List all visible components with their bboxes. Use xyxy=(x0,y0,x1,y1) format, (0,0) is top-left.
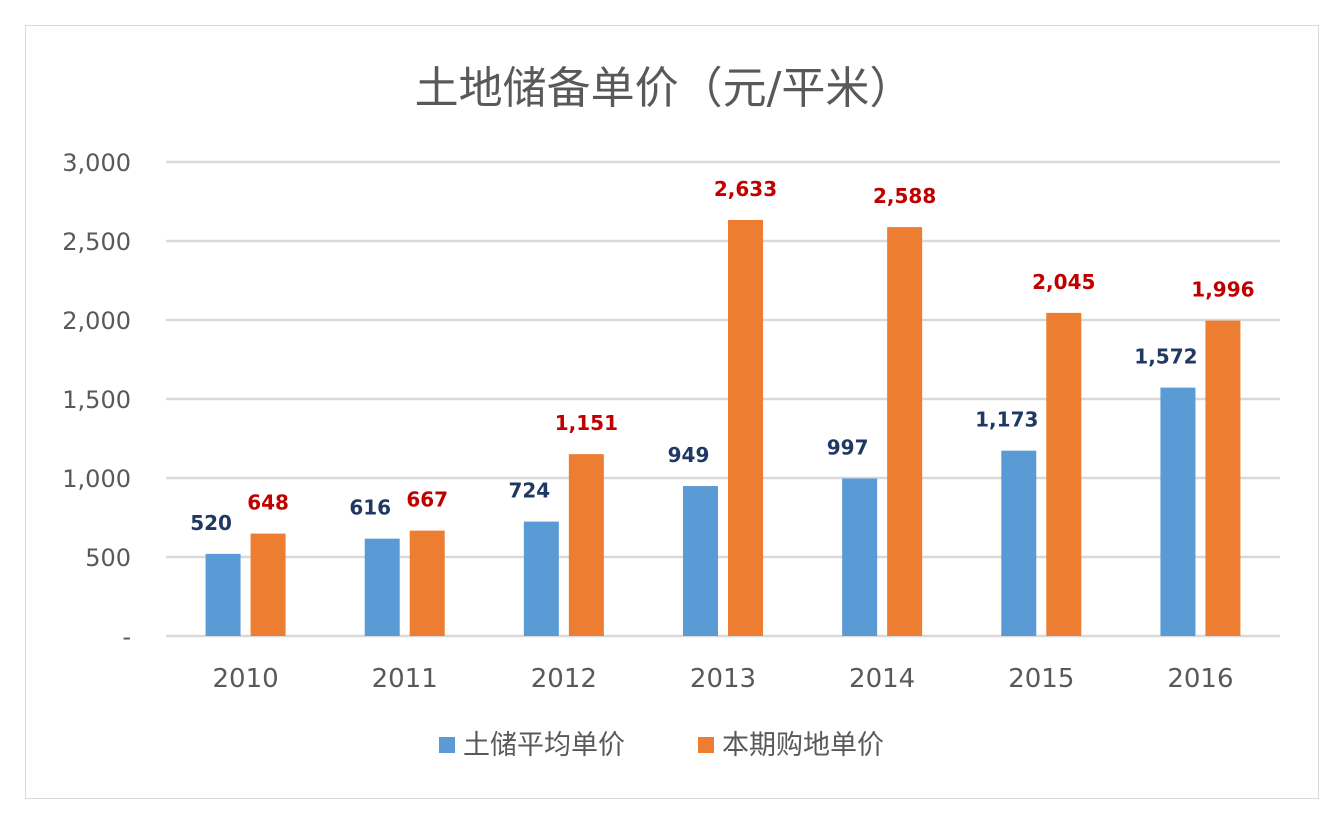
chart: 土地储备单价（元/平米） - 500 1,000 1,500 2,000 2,500 3,0… xyxy=(62,63,1280,761)
bar-series-1-2012 xyxy=(523,521,559,636)
bar-series-2-2016 xyxy=(1205,320,1241,636)
legend-swatch-series-2 xyxy=(698,737,714,753)
y-tick-label: 3,000 xyxy=(62,149,131,177)
bar-series-1-2010 xyxy=(205,553,241,636)
data-label: 520 xyxy=(190,511,232,535)
data-label: 616 xyxy=(349,496,391,520)
legend-label-series-2: 本期购地单价 xyxy=(722,730,884,761)
y-tick-label: 1,500 xyxy=(62,386,131,414)
x-tick-label: 2011 xyxy=(372,664,438,694)
bar-series-1-2016 xyxy=(1160,387,1196,636)
x-tick-label: 2010 xyxy=(212,664,278,694)
gridlines xyxy=(166,160,1280,638)
data-label: 2,045 xyxy=(1032,270,1095,294)
data-label: 949 xyxy=(668,443,710,467)
data-label: 1,173 xyxy=(975,408,1038,432)
y-tick-label: 2,000 xyxy=(62,307,131,335)
bar-series-2-2014 xyxy=(887,227,923,636)
legend: 土储平均单价 本期购地单价 xyxy=(439,730,884,761)
legend-swatch-series-1 xyxy=(439,737,455,753)
bar-series-2-2015 xyxy=(1046,312,1082,636)
y-tick-label: 500 xyxy=(85,544,131,572)
bar-series-2-2011 xyxy=(409,530,445,636)
bar-series-1-2015 xyxy=(1001,450,1037,636)
data-label: 2,588 xyxy=(873,184,936,208)
x-axis-tick-labels: 2010 2011 2012 2013 2014 2015 2016 xyxy=(212,664,1233,694)
data-label: 1,572 xyxy=(1134,345,1197,369)
data-labels: 520 648 616 667 724 1,151 949 2,633 997 2,588 1,17… xyxy=(190,177,1254,535)
data-label: 724 xyxy=(508,479,550,503)
y-tick-label: 1,000 xyxy=(62,465,131,493)
y-axis-tick-labels: - 500 1,000 1,500 2,000 2,500 3,000 xyxy=(62,149,131,651)
chart-title: 土地储备单价（元/平米） xyxy=(415,63,914,114)
bar-series-1-2011 xyxy=(364,538,400,636)
data-label: 667 xyxy=(406,488,448,512)
bar-series-1-2014 xyxy=(842,478,878,636)
data-label: 1,996 xyxy=(1191,278,1254,302)
chart-frame: 土地储备单价（元/平米） - 500 1,000 1,500 2,000 2,500 3,0… xyxy=(25,25,1319,799)
legend-label-series-1: 土储平均单价 xyxy=(463,730,625,761)
bars xyxy=(205,219,1241,636)
y-tick-label: - xyxy=(122,623,131,651)
x-tick-label: 2016 xyxy=(1167,664,1233,694)
x-tick-label: 2013 xyxy=(690,664,756,694)
x-tick-label: 2015 xyxy=(1008,664,1074,694)
x-tick-label: 2012 xyxy=(531,664,597,694)
data-label: 997 xyxy=(827,435,869,459)
y-tick-label: 2,500 xyxy=(62,228,131,256)
bar-series-2-2010 xyxy=(250,533,286,636)
data-label: 648 xyxy=(247,491,289,515)
bar-series-2-2013 xyxy=(728,219,763,636)
data-label: 1,151 xyxy=(555,411,618,435)
data-label: 2,633 xyxy=(714,177,777,201)
bar-series-2-2012 xyxy=(568,454,604,636)
x-tick-label: 2014 xyxy=(849,664,915,694)
bar-series-1-2013 xyxy=(683,486,718,636)
